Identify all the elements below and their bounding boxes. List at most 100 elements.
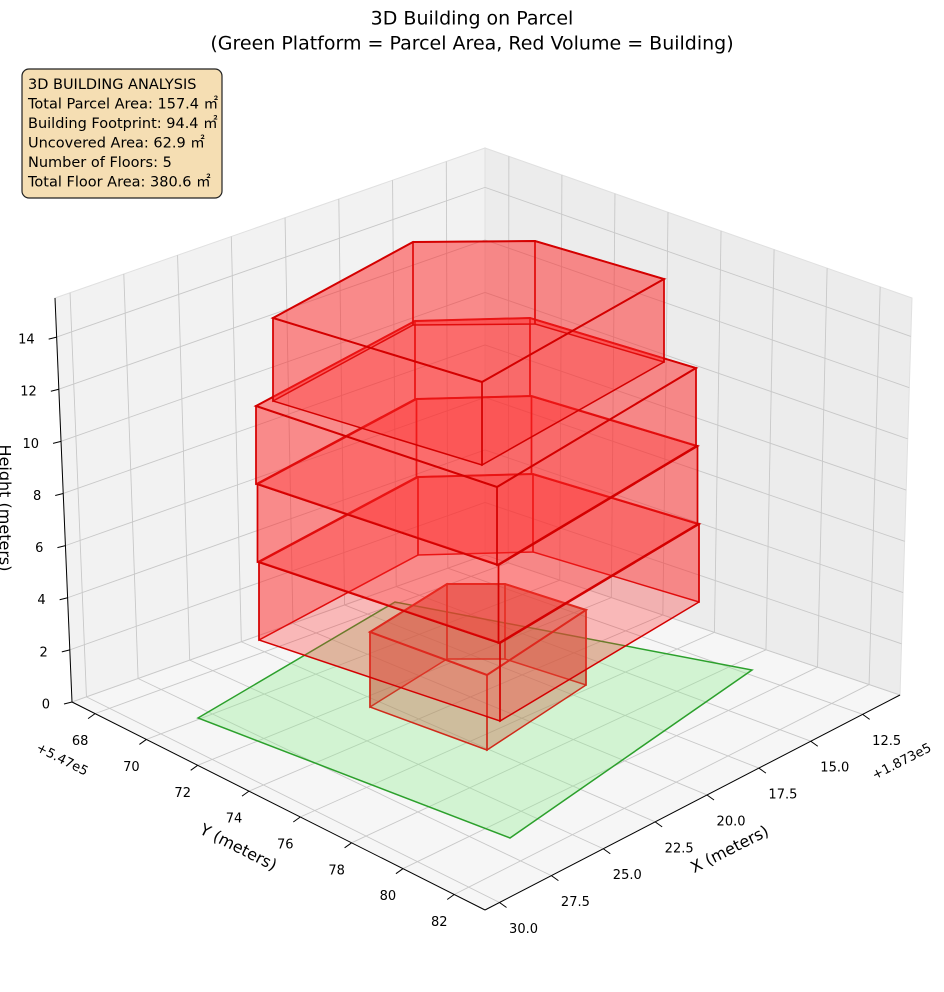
- x-tick-label: 17.5: [768, 788, 797, 803]
- x-tick: [758, 767, 767, 774]
- y-tick-label: 80: [380, 889, 397, 904]
- grid-line: [351, 649, 767, 844]
- grid-line: [241, 641, 656, 823]
- y-tick-label: 70: [123, 760, 140, 775]
- grid-line: [445, 161, 449, 569]
- info-box: [21, 68, 223, 199]
- y-tick: [139, 739, 147, 745]
- y-tick-label: 72: [174, 786, 191, 801]
- grid-line: [484, 397, 905, 542]
- grid-line: [284, 217, 294, 624]
- z-tick-label: 10: [22, 437, 39, 452]
- x-tick-label: 25.0: [613, 868, 642, 883]
- grid-line: [484, 502, 902, 645]
- z-tick: [57, 545, 66, 549]
- grid-line: [338, 198, 346, 605]
- y-tick-label: 68: [72, 734, 89, 749]
- grid-line: [484, 449, 904, 593]
- z-tick-label: 6: [35, 541, 43, 556]
- y-tick-label: 78: [328, 863, 345, 878]
- y-tick: [190, 764, 198, 771]
- grid-line: [484, 291, 908, 440]
- parcel: [196, 601, 754, 839]
- grid-line: [58, 239, 486, 390]
- model: [196, 239, 754, 839]
- grid-line: [67, 449, 486, 599]
- grid-line: [817, 268, 828, 668]
- grid-line: [56, 186, 486, 338]
- grid-line: [662, 212, 669, 616]
- grid-line: [71, 554, 486, 703]
- grid-line: [86, 696, 500, 903]
- z-tick: [61, 649, 70, 653]
- x-tick-label: 15.0: [820, 761, 849, 776]
- z-tick: [48, 336, 57, 340]
- z-tick: [59, 597, 68, 601]
- y-axis-label: Y (meters): [196, 819, 280, 874]
- axis-line: [54, 297, 73, 703]
- z-tick-label: 12: [20, 385, 37, 400]
- axis-line: [71, 701, 486, 911]
- y-tick: [241, 790, 250, 797]
- axes: 12.515.017.520.022.525.027.530.068707274…: [18, 297, 901, 937]
- y-tick: [344, 842, 352, 849]
- info-line: Number of Floors: 5: [28, 155, 172, 171]
- x-tick: [602, 848, 611, 855]
- y-tick-label: 82: [431, 915, 448, 930]
- x-tick: [499, 902, 507, 908]
- x-tick: [654, 821, 663, 828]
- z-tick-label: 4: [37, 593, 45, 608]
- y-tick-label: 74: [226, 812, 243, 827]
- z-axis-label: Height (meters): [0, 445, 15, 572]
- z-tick-label: 0: [42, 698, 50, 713]
- grid-line: [484, 554, 901, 696]
- grid-line: [69, 292, 87, 697]
- grid-line: [137, 678, 552, 877]
- grid-line: [197, 597, 612, 766]
- chart-title: 3D Building on Parcel: [371, 8, 574, 30]
- grid-line: [189, 659, 604, 850]
- x-tick-label: 30.0: [509, 922, 538, 937]
- info-line: Total Parcel Area: 157.4 ㎡: [27, 96, 219, 113]
- top-floor-top: [270, 239, 667, 384]
- z-tick-label: 8: [33, 489, 41, 504]
- grid-line: [177, 255, 191, 661]
- grid-line: [507, 156, 510, 563]
- y-tick: [446, 894, 455, 900]
- panes: [54, 147, 913, 911]
- z-tick: [50, 388, 59, 392]
- y-tick: [293, 816, 301, 823]
- grid-line: [868, 286, 881, 685]
- z-tick-label: 2: [40, 645, 48, 660]
- y-tick: [395, 868, 404, 875]
- ground-floor-top: [367, 583, 589, 677]
- grid-line: [146, 579, 560, 740]
- grid-line: [300, 631, 715, 818]
- grid-line: [484, 239, 910, 389]
- info-line: Uncovered Area: 62.9 ㎡: [28, 135, 205, 152]
- grid-line: [396, 586, 811, 742]
- x-tick-label: 20.0: [717, 814, 746, 829]
- chart-subtitle: (Green Platform = Parcel Area, Red Volum…: [210, 33, 733, 55]
- x-tick-label: 22.5: [665, 841, 694, 856]
- grid-line: [230, 236, 242, 642]
- grid-line: [447, 567, 863, 715]
- info-line: Building Footprint: 94.4 ㎡: [28, 115, 218, 132]
- info-line: 3D BUILDING ANALYSIS: [28, 77, 196, 93]
- x-tick: [810, 740, 819, 747]
- x-axis-label: X (meters): [687, 821, 771, 877]
- grid-line: [123, 273, 139, 679]
- z-tick-label: 14: [18, 333, 35, 348]
- info-lines: 3D BUILDING ANALYSIS Total Parcel Area: 1…: [27, 77, 219, 191]
- grid-line: [765, 249, 775, 650]
- grid-line: [610, 193, 616, 598]
- grid-line: [69, 502, 486, 651]
- z-tick: [63, 701, 73, 705]
- y-tick: [87, 713, 96, 720]
- x-tick-label: 12.5: [872, 734, 901, 749]
- grid-line: [392, 180, 397, 587]
- grid-line: [65, 397, 486, 547]
- floor-top: [253, 316, 699, 489]
